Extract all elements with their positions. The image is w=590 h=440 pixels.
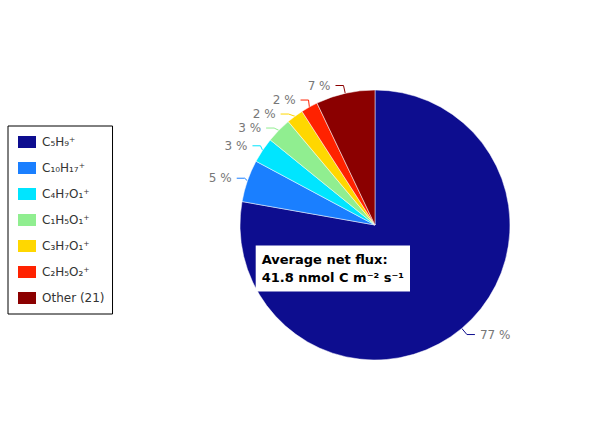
svg-text:7 %: 7 %: [308, 79, 331, 93]
svg-text:5 %: 5 %: [209, 171, 232, 185]
svg-text:C₁H₅O₁⁺: C₁H₅O₁⁺: [42, 213, 90, 227]
svg-text:Average net flux:: Average net flux:: [262, 252, 388, 267]
svg-text:41.8 nmol C m⁻² s⁻¹: 41.8 nmol C m⁻² s⁻¹: [262, 270, 404, 285]
svg-text:C₂H₅O₂⁺: C₂H₅O₂⁺: [42, 265, 90, 279]
svg-text:Other (21): Other (21): [42, 291, 105, 305]
svg-text:3 %: 3 %: [238, 121, 261, 135]
svg-text:C₃H₇O₁⁺: C₃H₇O₁⁺: [42, 239, 90, 253]
svg-text:C₄H₇O₁⁺: C₄H₇O₁⁺: [42, 187, 90, 201]
svg-text:2 %: 2 %: [253, 107, 276, 121]
svg-text:77 %: 77 %: [480, 328, 511, 342]
svg-text:C₅H₉⁺: C₅H₉⁺: [42, 135, 75, 149]
svg-text:C₁₀H₁₇⁺: C₁₀H₁₇⁺: [42, 161, 85, 175]
svg-text:3 %: 3 %: [225, 139, 248, 153]
svg-text:2 %: 2 %: [273, 93, 296, 107]
